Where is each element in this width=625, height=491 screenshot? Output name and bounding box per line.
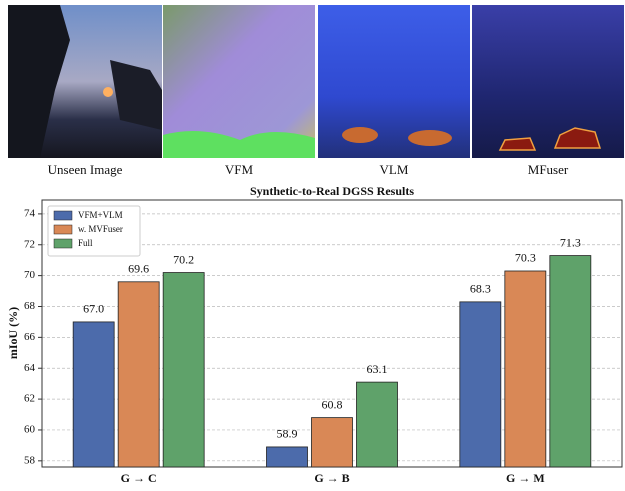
light bbox=[103, 87, 113, 97]
value-label: 70.2 bbox=[173, 252, 194, 266]
value-label: 68.3 bbox=[470, 282, 491, 296]
tree bbox=[110, 60, 162, 130]
x-tick-label: G → B bbox=[314, 471, 349, 485]
mfuser-highlight bbox=[498, 127, 602, 151]
value-label: 63.1 bbox=[367, 362, 388, 376]
y-tick-label: 58 bbox=[24, 454, 36, 466]
value-label: 71.3 bbox=[560, 235, 581, 249]
tree bbox=[8, 5, 70, 158]
legend-label: VFM+VLM bbox=[78, 210, 123, 220]
y-tick-label: 74 bbox=[24, 207, 36, 219]
mfuser-image bbox=[472, 5, 624, 158]
y-tick-label: 70 bbox=[24, 269, 36, 281]
image-panels bbox=[8, 5, 624, 158]
vlm-highlight bbox=[342, 127, 378, 143]
y-tick-label: 66 bbox=[24, 331, 36, 343]
image-caption: VLM bbox=[380, 162, 409, 177]
image-caption: Unseen Image bbox=[48, 162, 123, 177]
vfm-highlight bbox=[163, 131, 315, 158]
vlm-highlight bbox=[408, 130, 452, 146]
y-tick-label: 62 bbox=[24, 393, 35, 405]
bar bbox=[459, 301, 502, 468]
value-label: 69.6 bbox=[128, 262, 149, 276]
image-caption: MFuser bbox=[528, 162, 569, 177]
y-axis-label: mIoU (%) bbox=[6, 307, 20, 359]
bar bbox=[549, 255, 592, 468]
bar bbox=[72, 321, 115, 468]
x-tick-label: G → C bbox=[121, 471, 157, 485]
legend-swatch bbox=[53, 238, 73, 249]
image-caption: VFM bbox=[225, 162, 254, 177]
y-tick-label: 68 bbox=[24, 300, 36, 312]
bar bbox=[266, 446, 308, 468]
value-label: 70.3 bbox=[515, 251, 536, 265]
y-tick-label: 60 bbox=[24, 423, 36, 435]
bar bbox=[311, 417, 353, 468]
value-label: 60.8 bbox=[322, 397, 343, 411]
value-label: 58.9 bbox=[277, 427, 298, 441]
y-tick-label: 72 bbox=[24, 238, 35, 250]
legend-label: Full bbox=[78, 238, 93, 248]
x-tick-label: G → M bbox=[506, 471, 545, 485]
value-label: 67.0 bbox=[83, 302, 104, 316]
legend-swatch bbox=[53, 210, 73, 221]
bar bbox=[117, 281, 160, 468]
bar bbox=[162, 272, 205, 468]
y-tick-label: 64 bbox=[24, 362, 36, 374]
legend-label: w. MVFuser bbox=[78, 224, 123, 234]
bar bbox=[356, 381, 398, 468]
legend-swatch bbox=[53, 224, 73, 235]
bar bbox=[504, 270, 547, 468]
chart-title: Synthetic-to-Real DGSS Results bbox=[250, 184, 414, 198]
